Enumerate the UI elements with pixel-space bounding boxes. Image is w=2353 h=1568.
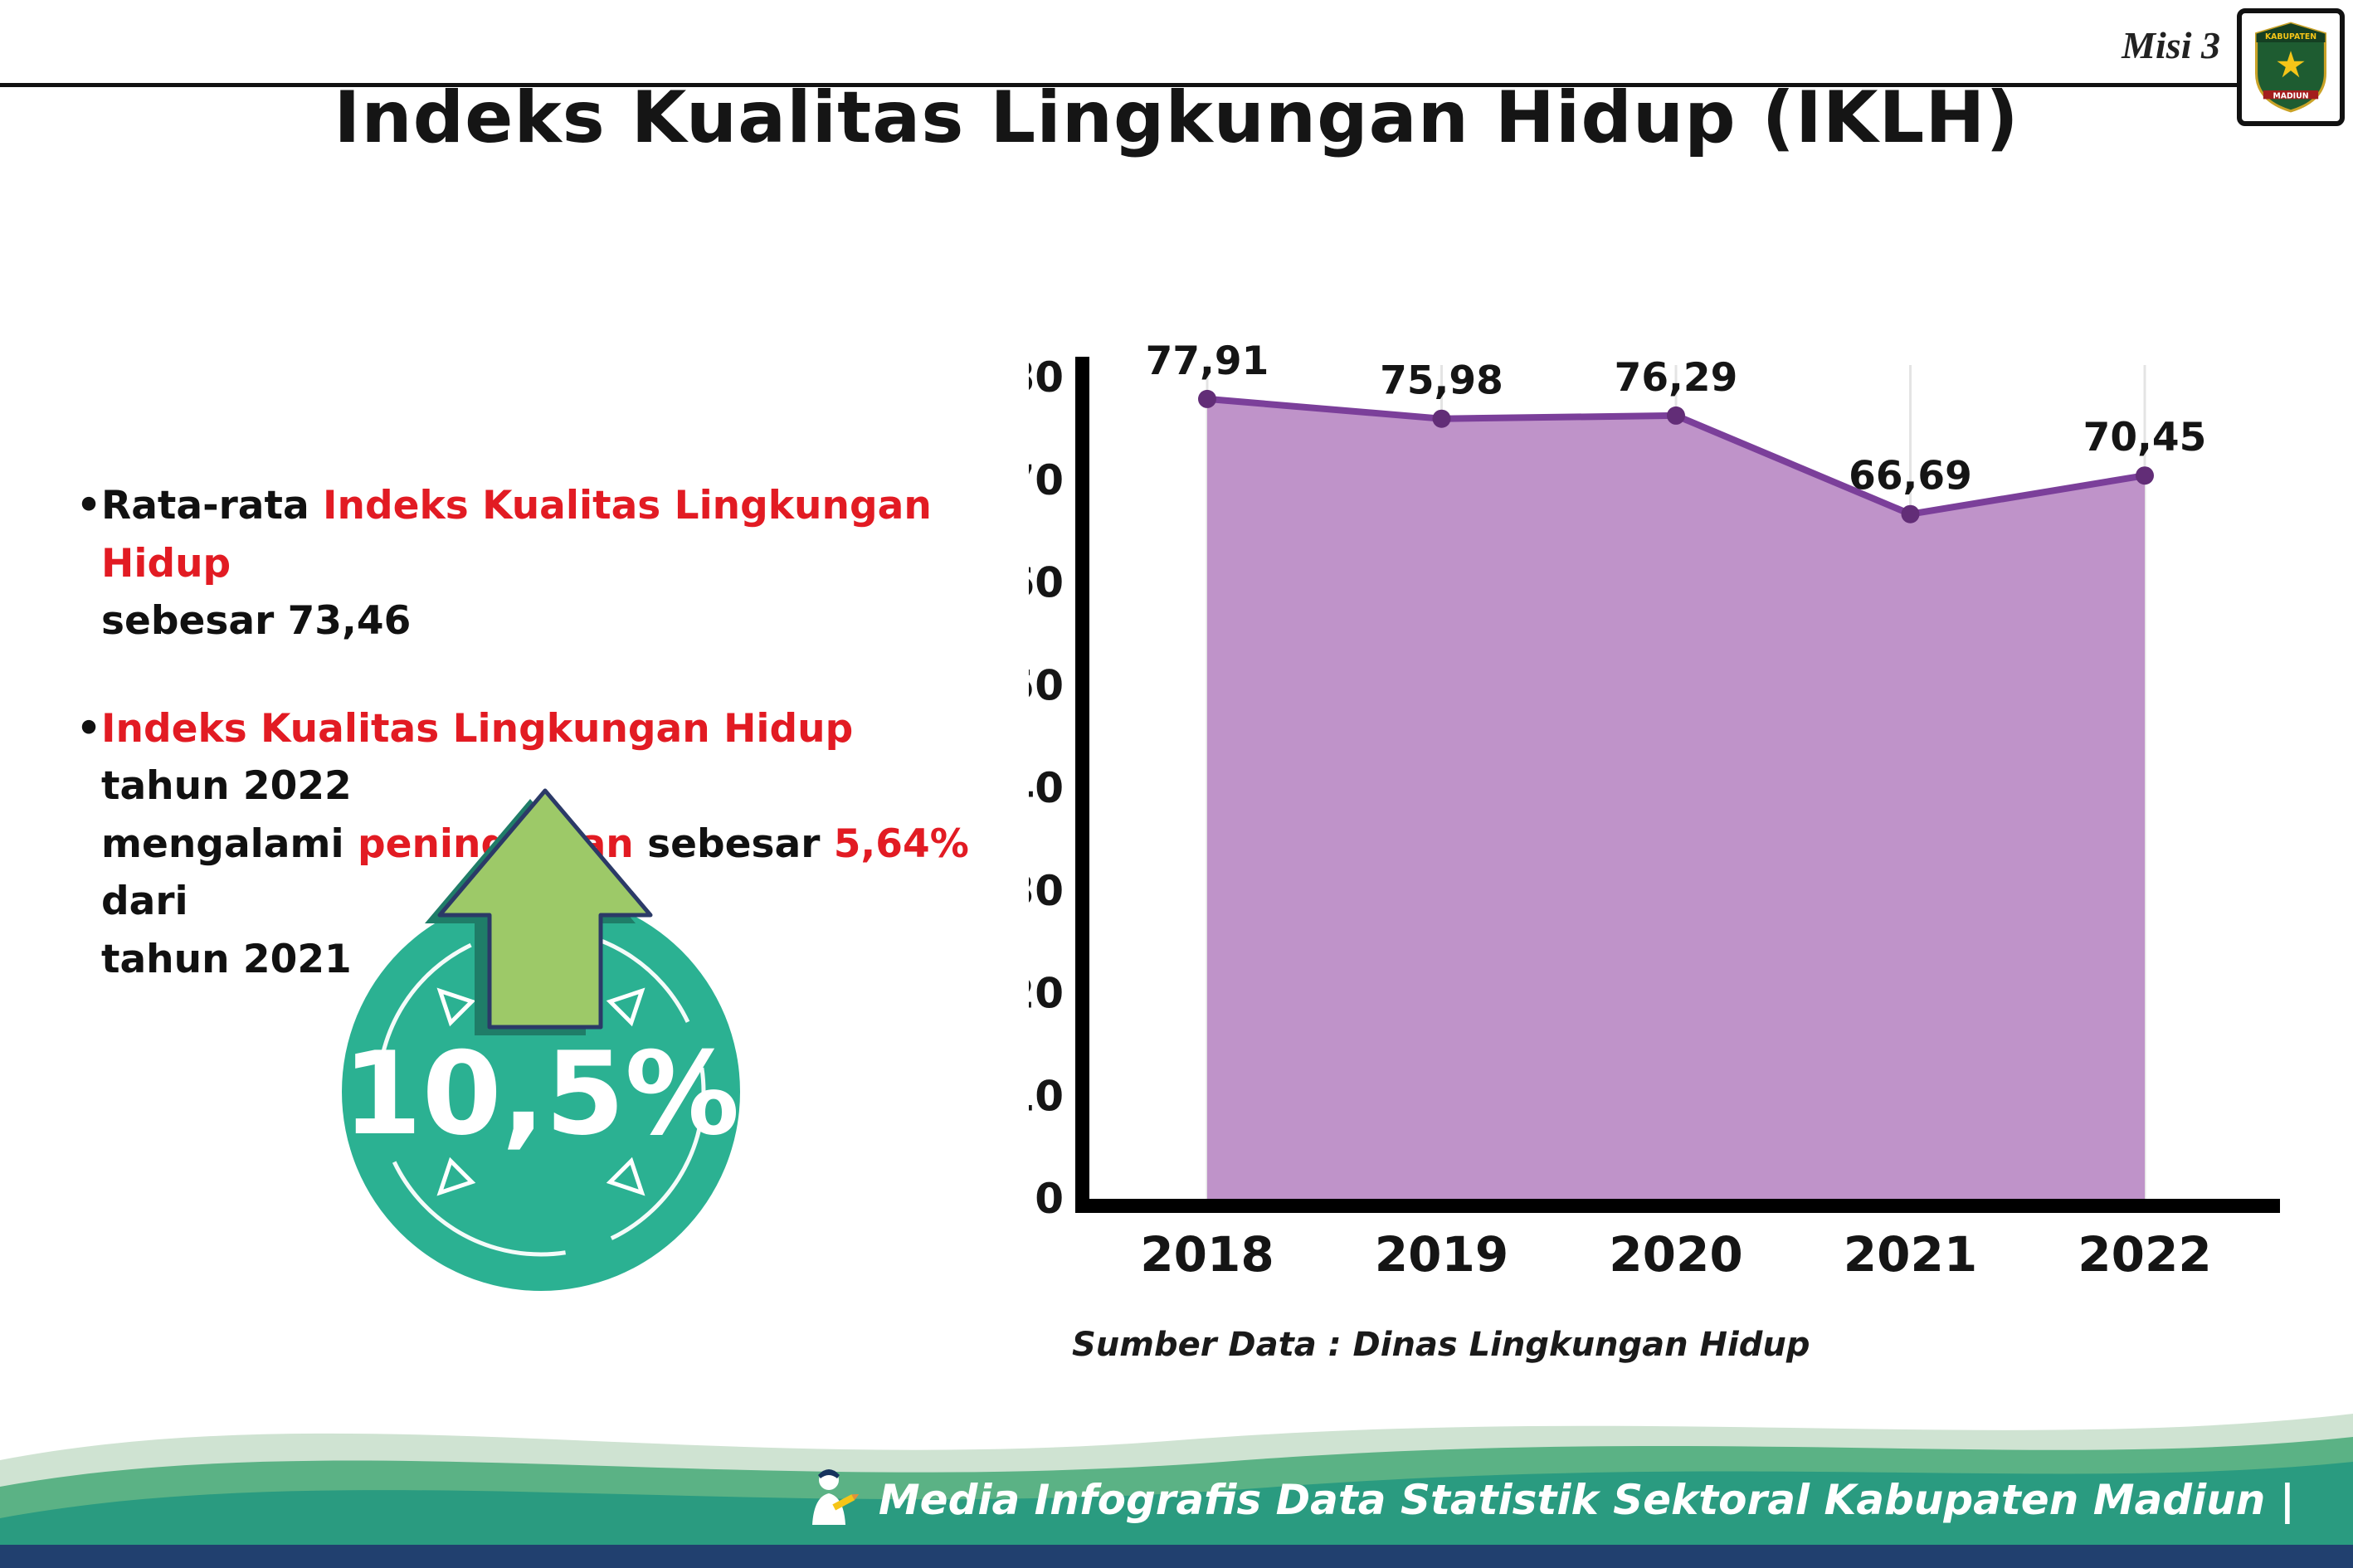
bullet-line: sebesar 73,46	[101, 592, 972, 650]
crest-icon: KABUPATEN MADIUN	[2254, 22, 2327, 113]
text-segment: Rata-rata	[101, 483, 324, 528]
data-point	[1901, 504, 1920, 523]
area-fill	[1207, 398, 2145, 1199]
writer-icon	[811, 1469, 860, 1525]
bullet-line: Rata-rata Indeks Kualitas Lingkungan Hid…	[101, 477, 972, 592]
text-segment: mengalami	[101, 821, 358, 867]
y-tick-label: 50	[1029, 661, 1064, 709]
data-point	[1667, 406, 1685, 425]
value-label: 75,98	[1380, 358, 1503, 404]
text-segment-red: Indeks Kualitas Lingkungan Hidup	[101, 705, 854, 752]
y-tick-label: 40	[1029, 764, 1064, 812]
header-rule	[0, 83, 2253, 87]
value-label: 66,69	[1849, 454, 1972, 499]
y-tick-label: 30	[1029, 867, 1064, 915]
value-label: 76,29	[1615, 355, 1738, 401]
value-label: 70,45	[2083, 415, 2207, 460]
bullet-average-iklh: Rata-rata Indeks Kualitas Lingkungan Hid…	[76, 477, 972, 650]
iklh-area-chart: 77,91 75,98 76,29 66,69 70,45 0 10 20 30 40 50 60 70…	[1029, 338, 2280, 1283]
misi-label: Misi 3	[2122, 24, 2220, 66]
text-segment: dari	[101, 879, 188, 925]
y-tick-label: 70	[1029, 456, 1064, 504]
increase-badge: 10,5%	[309, 778, 773, 1309]
x-tick-label: 2020	[1609, 1226, 1742, 1283]
bullet-line: Indeks Kualitas Lingkungan Hidup tahun 2…	[101, 700, 972, 816]
y-axis	[1075, 357, 1089, 1213]
y-tick-label: 60	[1029, 559, 1064, 607]
footer-credit: Media Infografis Data Statistik Sektoral…	[796, 1465, 2295, 1535]
y-tick-label: 0	[1035, 1175, 1064, 1223]
increase-badge-graphic: 10,5%	[342, 788, 740, 1291]
badge-value: 10,5%	[343, 1027, 740, 1161]
x-tick-label: 2018	[1140, 1226, 1274, 1283]
y-tick-label: 20	[1029, 970, 1064, 1018]
logo-text-bottom: MADIUN	[2273, 91, 2308, 100]
up-arrow-icon	[437, 788, 653, 1030]
x-tick-label: 2022	[2078, 1226, 2211, 1283]
x-tick-label: 2019	[1375, 1226, 1508, 1283]
footer-waves	[0, 1414, 2353, 1568]
data-source-caption: Sumber Data : Dinas Lingkungan Hidup	[1072, 1326, 1810, 1364]
y-tick-label: 10	[1029, 1072, 1064, 1120]
summary-bullets: Rata-rata Indeks Kualitas Lingkungan Hid…	[76, 477, 972, 1038]
badge-ring-triangles	[436, 987, 645, 1196]
data-point	[2136, 466, 2154, 485]
y-tick-label: 80	[1029, 353, 1064, 402]
x-tick-label: 2021	[1844, 1226, 1977, 1283]
text-segment-red: Indeks Kualitas Lingkungan Hidup	[101, 483, 932, 587]
page-title: Indeks Kualitas Lingkungan Hidup (IKLH)	[334, 76, 2019, 159]
text-segment: sebesar 73,46	[101, 598, 412, 645]
x-axis	[1075, 1199, 2280, 1213]
text-segment: tahun 2021	[101, 936, 352, 982]
text-segment: tahun 2022	[101, 763, 352, 810]
kabupaten-madiun-logo: KABUPATEN MADIUN	[2237, 8, 2345, 126]
logo-text-top: KABUPATEN	[2265, 32, 2316, 41]
footer-credit-text: Media Infografis Data Statistik Sektoral…	[878, 1476, 2295, 1524]
bullet-line: tahun 2021	[101, 931, 972, 989]
data-point	[1432, 409, 1451, 428]
text-segment-red: 5,64%	[833, 821, 969, 867]
data-point	[1198, 389, 1216, 408]
value-label: 77,91	[1146, 338, 1269, 384]
text-segment: sebesar	[633, 821, 834, 867]
